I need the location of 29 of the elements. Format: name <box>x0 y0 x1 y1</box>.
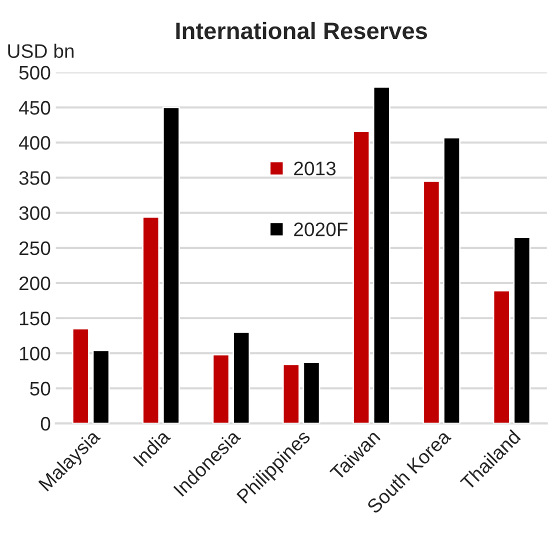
bar <box>302 362 320 424</box>
y-tick-label: 350 <box>19 171 50 185</box>
y-tick-label: 500 <box>19 66 50 80</box>
bar <box>142 216 160 424</box>
y-tick-label: 100 <box>20 346 50 360</box>
bar <box>232 331 250 424</box>
bar <box>443 136 461 424</box>
legend-label: 2020F <box>294 222 348 236</box>
y-tick-label: 200 <box>19 276 50 290</box>
bar <box>513 236 531 424</box>
y-tick-label: 50 <box>30 382 50 396</box>
y-axis-title: USD bn <box>8 44 74 58</box>
bar <box>372 86 390 424</box>
bar <box>162 106 180 424</box>
y-tick-label: 450 <box>18 100 50 115</box>
bar <box>492 290 510 424</box>
y-tick-label: 150 <box>20 312 50 326</box>
y-tick-label: 300 <box>19 206 50 220</box>
bar <box>72 328 90 424</box>
y-tick-label: 400 <box>18 136 50 150</box>
bar <box>212 354 230 424</box>
bar <box>92 350 110 424</box>
legend-label: 2013 <box>294 162 336 176</box>
bar <box>352 130 370 424</box>
bar <box>282 364 300 424</box>
bar <box>422 180 440 424</box>
chart-title: International Reserves <box>176 22 427 40</box>
y-tick-label: 0 <box>40 416 50 431</box>
y-tick-label: 250 <box>19 241 50 256</box>
